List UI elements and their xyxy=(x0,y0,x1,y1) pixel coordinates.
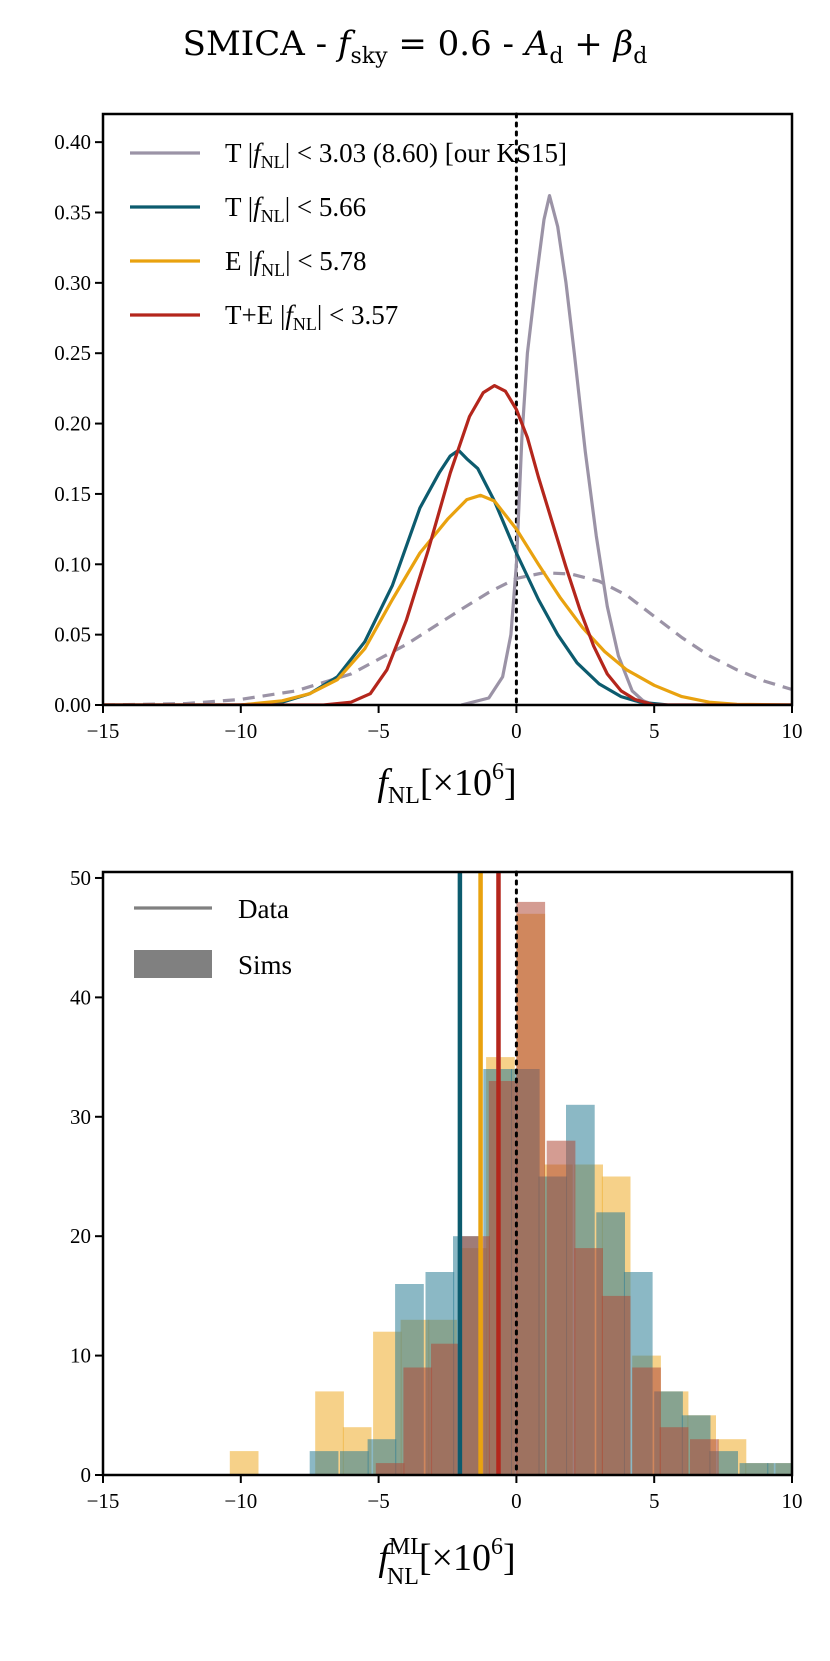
hist-bar-t-e-sims xyxy=(632,1367,661,1475)
y-tick-label: 0.00 xyxy=(54,693,91,717)
series-line-t-e xyxy=(103,384,792,705)
title-mid: = 0.6 - xyxy=(387,24,525,64)
hist-bar-t-e-sims xyxy=(546,1140,576,1475)
hist-bar-t-e-sims xyxy=(601,1295,631,1475)
hist-bar-t-e-sims xyxy=(488,1081,518,1475)
y-tick-label: 10 xyxy=(70,1344,91,1368)
y-tick-label: 50 xyxy=(70,866,91,890)
x-tick-label: 0 xyxy=(511,719,522,743)
legend-label-t-e: T+E |fNL| < 3.57 xyxy=(225,300,398,334)
hist-bar-t-sims xyxy=(340,1451,369,1475)
title-f: f xyxy=(337,24,351,64)
x-axis-label: fML NL[×106] xyxy=(378,1534,515,1590)
legend-label-e: E |fNL| < 5.78 xyxy=(225,246,367,280)
plot-frame xyxy=(101,112,794,707)
x-tick-label: −15 xyxy=(87,1489,120,1513)
legend-swatch-sims xyxy=(134,950,212,978)
y-tick-label: 0.15 xyxy=(54,482,91,506)
hist-bar-t-e-sims xyxy=(461,1236,490,1475)
histogram-chart: −15 −10 −5 0 5 10 0 10 20 30 40 50 Data Sims fML NL[… xyxy=(70,866,803,1590)
title-plus: + xyxy=(563,24,614,64)
title-prefix: SMICA - xyxy=(182,24,338,64)
y-tick-label: 0.05 xyxy=(54,623,91,647)
y-tick-label: 0.25 xyxy=(54,341,91,365)
x-axis-label: fNL[×106] xyxy=(377,759,516,809)
series-line-t-ks15 xyxy=(460,193,655,705)
legend: T |fNL| < 3.03 (8.60) [our KS15] T |fNL| … xyxy=(130,138,567,334)
hist-bar-t-e-sims xyxy=(690,1439,719,1475)
x-tick-label: −5 xyxy=(367,719,389,743)
x-tick-label: 5 xyxy=(649,1489,660,1513)
x-tick-label: 10 xyxy=(782,1489,803,1513)
hist-bar-t-sims xyxy=(309,1451,339,1475)
y-tick-label: 0.10 xyxy=(54,552,91,576)
y-tick-label: 0 xyxy=(81,1463,92,1487)
y-tick-label: 20 xyxy=(70,1224,91,1248)
title-beta: β xyxy=(613,24,634,64)
x-tick-label: 0 xyxy=(511,1489,522,1513)
legend-label-sims: Sims xyxy=(238,950,292,980)
y-tick-label: 0.40 xyxy=(54,130,91,154)
title-sub: sky xyxy=(350,43,388,69)
series-line-t xyxy=(103,448,792,705)
series-line-e xyxy=(103,493,792,705)
x-tick-label: −10 xyxy=(224,719,257,743)
title-beta-sub: d xyxy=(633,43,648,69)
title-a-sub: d xyxy=(549,43,564,69)
y-tick-label: 30 xyxy=(70,1105,91,1129)
hist-bar-t-e-sims xyxy=(574,1248,603,1475)
x-tick-label: −15 xyxy=(87,719,120,743)
hist-bar-t-e-sims xyxy=(375,1463,405,1475)
hist-bar-t-sims xyxy=(767,1463,792,1475)
x-tick-label: 10 xyxy=(782,719,803,743)
hist-bar-e-sims xyxy=(229,1451,259,1475)
hist-bar-t-e-sims xyxy=(431,1343,460,1475)
y-tick-label: 0.20 xyxy=(54,412,91,436)
legend-label-t: T |fNL| < 5.66 xyxy=(225,192,366,226)
hist-bar-t-e-sims xyxy=(403,1367,433,1475)
legend-label-t-ks15: T |fNL| < 3.03 (8.60) [our KS15] xyxy=(225,138,567,172)
x-tick-label: −10 xyxy=(224,1489,257,1513)
x-tick-label: −5 xyxy=(367,1489,389,1513)
legend: Data Sims xyxy=(134,894,292,980)
figure-title: SMICA - fsky = 0.6 - Ad + βd xyxy=(0,24,830,69)
y-tick-label: 0.35 xyxy=(54,201,91,225)
series-line-ks15-wide xyxy=(103,571,792,705)
hist-bar-t-e-sims xyxy=(516,901,546,1475)
legend-label-data: Data xyxy=(238,894,289,924)
title-a: A xyxy=(524,24,550,64)
plot-frame xyxy=(101,870,794,1477)
hist-bar-t-sims xyxy=(739,1463,769,1475)
y-tick-label: 40 xyxy=(70,985,91,1009)
posterior-chart: −15 −10 −5 0 5 10 0.00 0.05 0.10 0.15 0.20 0.25 0.3… xyxy=(54,112,803,809)
y-tick-label: 0.30 xyxy=(54,271,91,295)
x-tick-label: 5 xyxy=(649,719,660,743)
hist-bar-t-e-sims xyxy=(659,1427,689,1475)
